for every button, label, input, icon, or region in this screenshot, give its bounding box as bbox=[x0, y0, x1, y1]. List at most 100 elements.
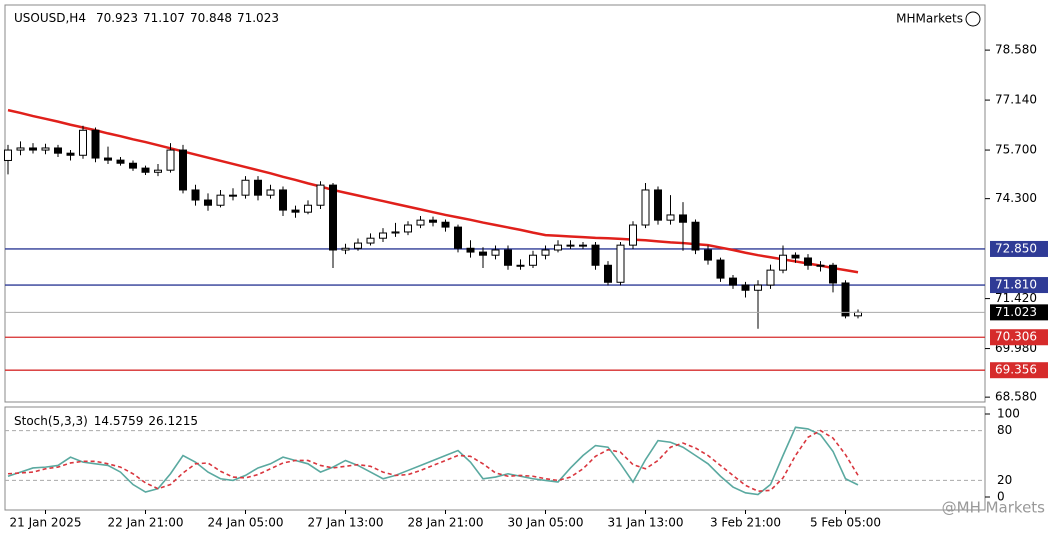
level-label-box bbox=[990, 329, 1048, 346]
candle-body bbox=[554, 244, 562, 251]
candle-body bbox=[341, 247, 350, 251]
candle-body bbox=[466, 247, 475, 253]
candle-body bbox=[366, 237, 375, 244]
current-price-label: 71.023 bbox=[995, 305, 1037, 319]
candle-body bbox=[204, 199, 212, 206]
y-tick-label: 78.580 bbox=[995, 43, 1037, 57]
candle-body bbox=[116, 159, 125, 164]
candle-body bbox=[741, 284, 750, 291]
y-tick-label: 74.300 bbox=[995, 191, 1037, 205]
candle-body bbox=[141, 167, 150, 173]
candle-body bbox=[79, 129, 87, 156]
candle-body bbox=[479, 251, 487, 256]
candle-body bbox=[704, 249, 712, 261]
candle-body bbox=[804, 257, 812, 266]
ohlc-open: 70.923 bbox=[96, 11, 138, 25]
candle-body bbox=[816, 264, 825, 267]
candle-body bbox=[666, 214, 675, 221]
candle-body bbox=[66, 152, 75, 156]
y-tick-label: 75.700 bbox=[995, 143, 1037, 157]
moving-average bbox=[7, 108, 859, 274]
candle-body bbox=[266, 189, 275, 196]
x-tick-label: 22 Jan 21:00 bbox=[108, 516, 184, 530]
stoch-line bbox=[7, 426, 859, 496]
y-tick-label: 20 bbox=[997, 473, 1012, 487]
candle-body bbox=[404, 224, 412, 233]
y-tick-label: 100 bbox=[997, 407, 1020, 421]
candle-body bbox=[41, 147, 50, 151]
stoch-header: Stoch(5,3,3) 14.5759 26.1215 bbox=[14, 414, 198, 428]
x-tick-label: 24 Jan 05:00 bbox=[208, 516, 284, 530]
candle-body bbox=[279, 189, 287, 211]
candle-body bbox=[854, 311, 862, 317]
candle-body bbox=[329, 184, 337, 251]
main-panel bbox=[4, 4, 986, 403]
candle-body bbox=[779, 254, 787, 271]
footer-watermark: @MH Markets bbox=[942, 499, 1046, 517]
candle-body bbox=[829, 264, 837, 284]
candle-body bbox=[566, 244, 575, 247]
chart-header: USOUSD,H4 70.923 71.107 70.848 71.023 bbox=[14, 11, 279, 25]
x-tick-label: 3 Feb 21:00 bbox=[710, 516, 781, 530]
x-tick-label: 30 Jan 05:00 bbox=[508, 516, 584, 530]
candle-body bbox=[841, 282, 850, 317]
candle-body bbox=[791, 254, 800, 259]
stoch-title: Stoch(5,3,3) bbox=[14, 414, 88, 428]
candle-body bbox=[629, 224, 637, 246]
candle-body bbox=[241, 179, 250, 196]
candle-body bbox=[291, 209, 300, 213]
candle-body bbox=[254, 179, 262, 196]
candle-body bbox=[516, 264, 525, 267]
stoch-panel bbox=[4, 406, 986, 511]
candle-body bbox=[16, 147, 25, 151]
candle-body bbox=[4, 149, 12, 161]
candle-body bbox=[604, 264, 612, 283]
y-tick-label: 0 bbox=[997, 490, 1005, 504]
candle-body bbox=[379, 232, 387, 239]
level-label-box bbox=[990, 362, 1048, 379]
candle-body bbox=[766, 269, 775, 286]
y-tick-label: 71.420 bbox=[995, 291, 1037, 305]
candle-body bbox=[29, 147, 37, 151]
candle-body bbox=[679, 214, 687, 223]
current-price-box bbox=[990, 304, 1048, 321]
candle-body bbox=[179, 149, 187, 191]
level-label: 72.850 bbox=[995, 241, 1037, 255]
level-label: 71.810 bbox=[995, 278, 1037, 292]
x-tick-label: 31 Jan 13:00 bbox=[608, 516, 684, 530]
y-tick-label: 80 bbox=[997, 423, 1012, 437]
candle-body bbox=[454, 226, 462, 249]
y-tick-label: 68.580 bbox=[995, 390, 1037, 404]
candle-body bbox=[216, 194, 225, 206]
candle-body bbox=[541, 249, 550, 256]
candle-body bbox=[579, 244, 587, 247]
y-tick-label: 77.140 bbox=[995, 93, 1037, 107]
smiley-icon bbox=[965, 11, 981, 27]
level-label: 70.306 bbox=[995, 330, 1037, 344]
x-tick-label: 28 Jan 21:00 bbox=[408, 516, 484, 530]
candle-body bbox=[229, 194, 237, 197]
symbol: USOUSD,H4 bbox=[14, 11, 86, 25]
x-tick-label: 5 Feb 05:00 bbox=[810, 516, 881, 530]
candle-body bbox=[491, 249, 500, 256]
candle-body bbox=[691, 221, 700, 251]
candle-body bbox=[654, 189, 662, 221]
stoch-line bbox=[7, 429, 859, 493]
candle-body bbox=[416, 219, 425, 226]
candle-body bbox=[154, 169, 162, 173]
level-label-box bbox=[990, 277, 1048, 294]
candle-body bbox=[191, 189, 200, 201]
candle-body bbox=[354, 242, 362, 249]
watermark: MHMarkets bbox=[896, 12, 963, 26]
candle-body bbox=[529, 254, 537, 266]
candle-body bbox=[591, 244, 600, 266]
candle-body bbox=[104, 157, 112, 161]
candle-body bbox=[616, 244, 625, 283]
ohlc-low: 70.848 bbox=[190, 11, 232, 25]
candle-body bbox=[316, 184, 325, 206]
candle-body bbox=[504, 249, 512, 266]
ohlc-close: 71.023 bbox=[237, 11, 279, 25]
candle-body bbox=[641, 189, 650, 226]
candle-body bbox=[729, 277, 737, 286]
